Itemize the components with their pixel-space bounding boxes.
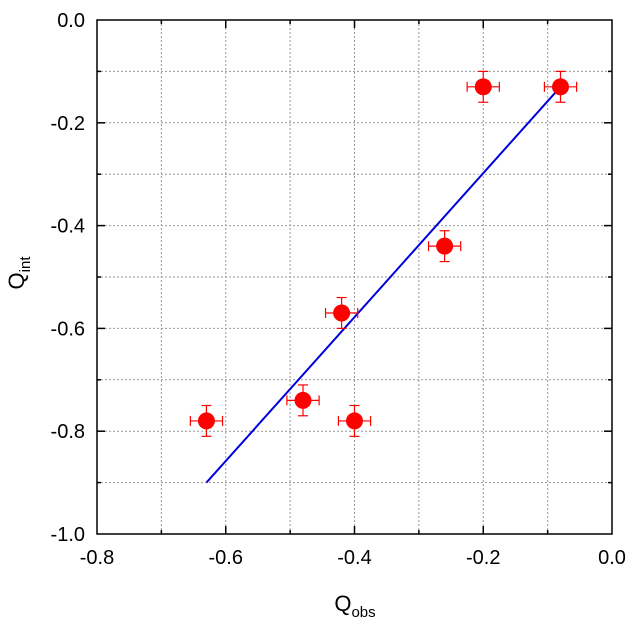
data-point [324,296,359,329]
x-tick-label: -0.2 [466,547,500,569]
x-tick-labels: -0.8 -0.6 -0.4 -0.2 0.0 [80,547,626,569]
data-point [427,230,462,263]
x-tick-label: 0.0 [598,547,626,569]
y-axis-title: Qint [4,256,34,290]
data-point [189,404,224,437]
plot-frame [96,19,613,535]
grid-lines [97,20,612,534]
y-tick-label: -0.6 [51,318,85,340]
y-tick-label: -0.2 [51,113,85,135]
x-axis-title-sub: obs [351,604,375,621]
data-points [189,70,578,437]
point-marker [197,412,215,430]
y-axis-title-sub: int [17,256,34,273]
data-point [337,404,372,437]
point-marker [294,391,312,409]
major-ticks [97,20,612,534]
fit-line [205,86,562,484]
y-axis-title-main: Q [4,272,29,289]
y-tick-label: -0.4 [51,216,85,238]
data-point [286,384,320,417]
point-marker [436,237,454,255]
data-point [543,70,578,103]
x-tick-label: -0.4 [337,547,371,569]
point-marker [474,78,492,96]
x-tick-label: -0.8 [80,547,114,569]
point-marker [333,304,351,322]
data-point [466,70,500,103]
x-axis-title-main: Q [334,591,351,616]
point-marker [346,412,363,430]
y-tick-label: -1.0 [51,524,85,546]
y-tick-label: -0.8 [51,421,85,443]
point-marker [552,78,569,96]
fit-line-group [205,86,562,484]
y-tick-label: 0.0 [57,10,85,32]
x-tick-label: -0.6 [209,547,243,569]
x-axis-title: Qobs [334,591,375,621]
y-tick-labels: 0.0 -0.2 -0.4 -0.6 -0.8 -1.0 [51,10,85,546]
